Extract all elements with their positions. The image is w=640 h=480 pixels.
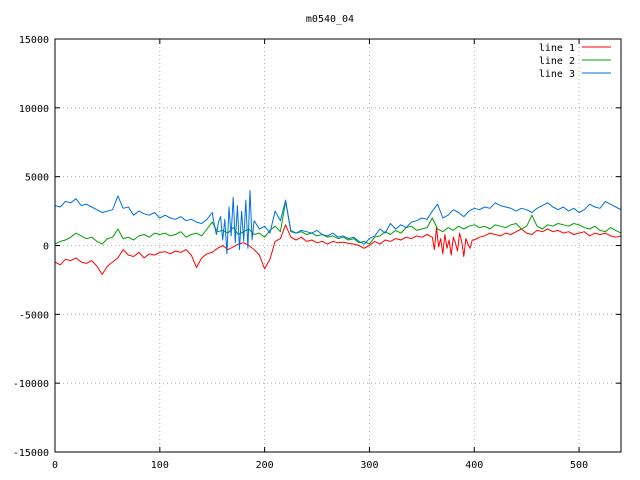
series-line-1	[54, 224, 622, 275]
x-tick-label: 100	[151, 460, 169, 471]
y-tick-label: -10000	[13, 379, 49, 390]
y-tick-label: 0	[43, 242, 49, 253]
series-line-3	[54, 189, 622, 255]
y-tick-label: 5000	[25, 173, 49, 184]
chart-title: m0540_04	[306, 14, 354, 25]
y-tick-label: 15000	[19, 35, 49, 46]
series-layer	[54, 189, 622, 275]
series-line-2	[54, 200, 622, 245]
x-tick-label: 300	[360, 460, 378, 471]
legend-label: line 3	[539, 69, 575, 80]
legend-label: line 1	[539, 43, 575, 54]
y-tick-label: 10000	[19, 104, 49, 115]
legend: line 1 line 2 line 3	[539, 43, 611, 80]
x-tick-label: 500	[570, 460, 588, 471]
x-tick-label: 200	[256, 460, 274, 471]
grid	[55, 39, 621, 452]
y-tick-label: -15000	[13, 448, 49, 459]
x-tick-label: 0	[52, 460, 58, 471]
axis-ticks: 0 100 200 300 400 500 -15000 -10000 -5000 0 5000 10…	[13, 35, 621, 471]
legend-label: line 2	[539, 56, 575, 67]
x-tick-label: 400	[465, 460, 483, 471]
y-tick-label: -5000	[19, 310, 49, 321]
